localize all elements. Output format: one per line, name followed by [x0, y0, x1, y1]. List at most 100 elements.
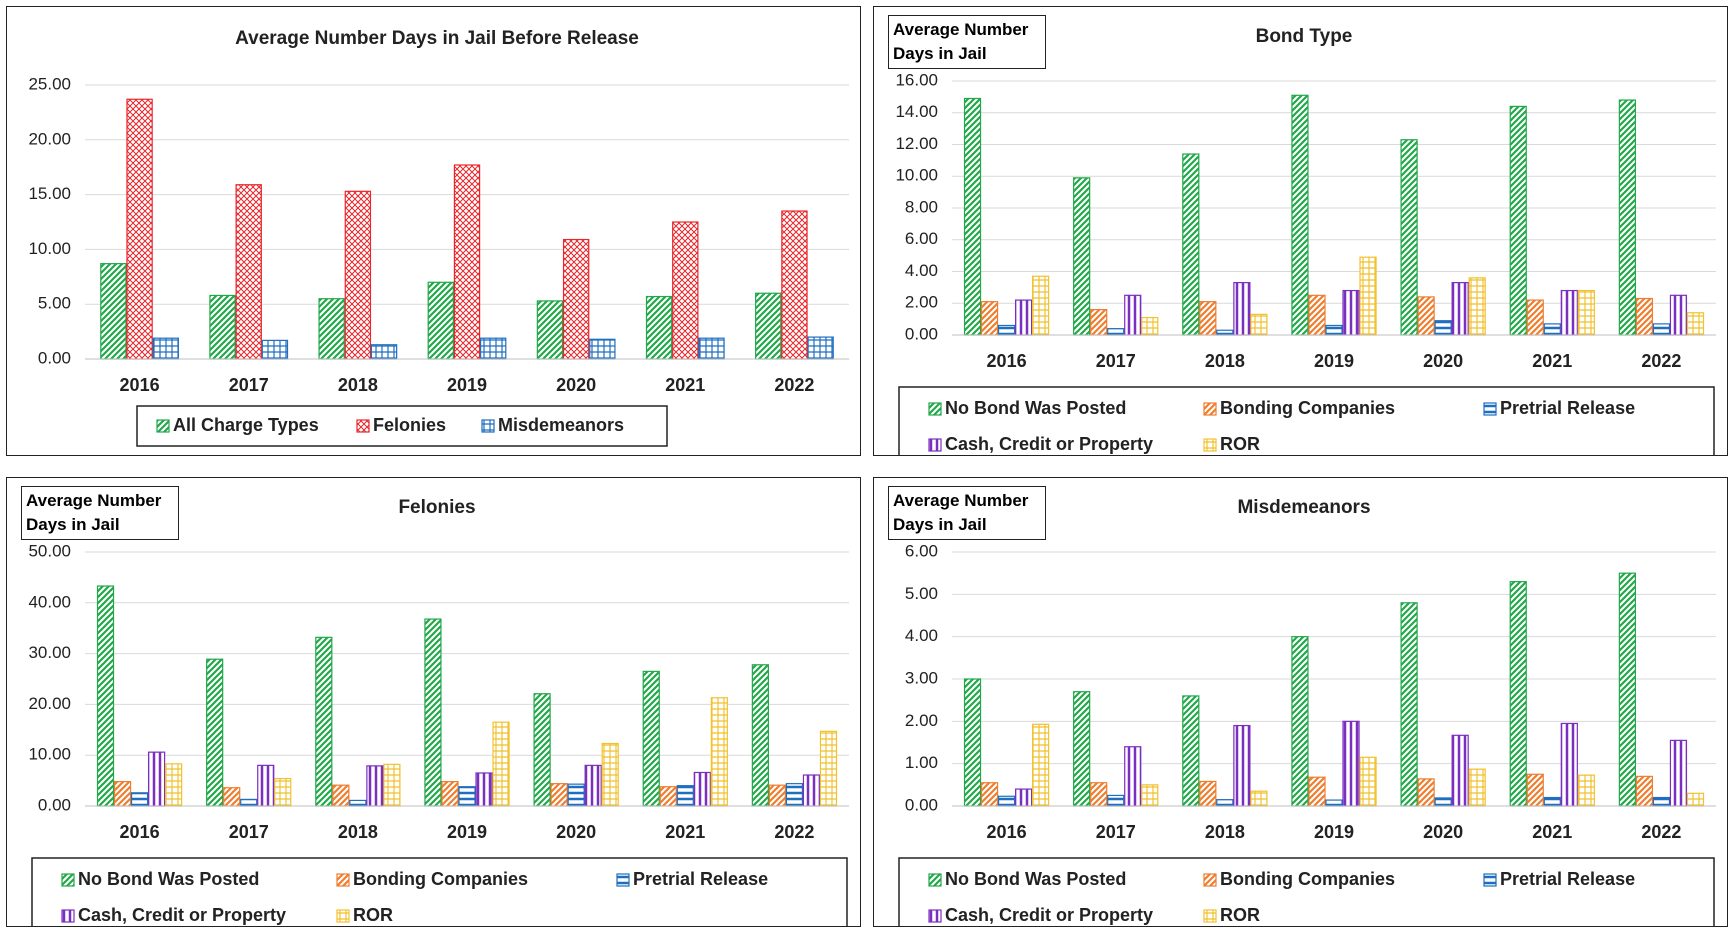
x-tick-label: 2016: [120, 375, 160, 395]
bar: [1199, 780, 1217, 807]
legend-label: Cash, Credit or Property: [945, 434, 1153, 454]
bar: [209, 294, 236, 360]
x-tick-label: 2021: [665, 375, 705, 395]
x-tick-label: 2021: [665, 822, 705, 842]
bar: [997, 795, 1016, 807]
bar: [645, 295, 673, 360]
y-tick-label: 4.00: [905, 261, 938, 280]
x-tick-label: 2018: [338, 375, 378, 395]
legend-label: No Bond Was Posted: [945, 869, 1126, 889]
bar: [819, 730, 838, 807]
bar: [1652, 323, 1671, 336]
bar: [1560, 722, 1578, 807]
bar: [693, 771, 711, 807]
legend-swatch: [616, 873, 630, 887]
legend-label: Bonding Companies: [353, 869, 528, 889]
bar: [1090, 309, 1108, 336]
y-axis-label: Average Number Days in Jail: [888, 486, 1046, 540]
bar: [1543, 796, 1561, 807]
bar: [751, 664, 769, 807]
bar: [318, 298, 345, 360]
bar: [1635, 297, 1654, 336]
legend-label: Cash, Credit or Property: [78, 905, 286, 925]
bar: [1073, 691, 1091, 807]
bar: [147, 751, 166, 807]
bar: [1417, 778, 1435, 807]
bar: [370, 344, 398, 360]
bar: [1434, 797, 1452, 807]
bar: [240, 798, 258, 807]
legend-swatch: [928, 402, 942, 416]
legend-swatch: [928, 873, 942, 887]
x-tick-label: 2022: [774, 375, 814, 395]
legend-box: [31, 857, 848, 926]
bar: [427, 281, 455, 360]
bar: [1543, 323, 1561, 336]
bar: [1090, 782, 1108, 807]
legend-swatch: [336, 909, 350, 923]
bar: [1124, 746, 1142, 807]
y-tick-label: 50.00: [28, 541, 71, 560]
x-tick-label: 2020: [556, 375, 596, 395]
x-tick-label: 2016: [987, 822, 1027, 842]
bar: [1233, 724, 1251, 807]
bar: [1073, 177, 1091, 336]
legend-swatch: [928, 438, 942, 452]
bar: [1291, 636, 1309, 807]
bar: [963, 678, 982, 807]
bar: [257, 764, 275, 807]
bar: [963, 97, 982, 336]
legend-box: [898, 386, 1715, 455]
bar: [1417, 296, 1435, 336]
legend-swatch: [1483, 402, 1497, 416]
legend-swatch: [61, 909, 75, 923]
bar: [980, 782, 999, 807]
bar: [1182, 153, 1200, 336]
y-tick-label: 25.00: [28, 74, 71, 93]
bar: [1526, 299, 1544, 336]
bar: [562, 238, 590, 360]
bar: [676, 785, 694, 807]
bar: [1014, 788, 1033, 807]
x-tick-label: 2017: [229, 822, 269, 842]
x-tick-label: 2018: [1205, 822, 1245, 842]
legend-label: Pretrial Release: [1500, 869, 1635, 889]
chart: Bond Type 0.00 2.00 4.00 6.00 8.00 10.00 12.00 1…: [895, 26, 1716, 455]
bar: [1124, 294, 1142, 336]
bar: [550, 783, 568, 807]
bar: [1141, 316, 1159, 336]
x-tick-label: 2017: [1096, 351, 1136, 371]
legend-swatch: [1203, 438, 1217, 452]
y-tick-label: 2.00: [905, 711, 938, 730]
x-tick-label: 2020: [1423, 822, 1463, 842]
chart-panel: Average Number Days in Jail Before Relea…: [6, 6, 861, 456]
bar: [567, 783, 585, 807]
chart: Average Number Days in Jail Before Relea…: [28, 28, 849, 447]
x-tick-label: 2016: [987, 351, 1027, 371]
bar: [100, 263, 127, 360]
y-axis-label: Average Number Days in Jail: [21, 486, 179, 540]
bar: [1577, 289, 1595, 336]
bar: [802, 774, 821, 807]
bar: [1509, 105, 1527, 336]
bar: [785, 783, 804, 807]
bar: [315, 636, 333, 807]
bar: [1216, 799, 1234, 807]
bar: [1250, 313, 1268, 336]
bar: [710, 697, 728, 807]
bar: [1182, 695, 1200, 807]
bar: [492, 721, 510, 807]
bar: [672, 221, 699, 360]
legend-swatch: [1483, 873, 1497, 887]
legend-label: Pretrial Release: [1500, 398, 1635, 418]
legend-swatch: [928, 909, 942, 923]
bar: [1669, 739, 1688, 807]
chart: Felonies 0.00 10.00 20.00 30.00 40.00 50.00 201…: [28, 497, 849, 926]
bar: [1342, 720, 1360, 807]
bar: [1468, 277, 1486, 336]
bar: [475, 772, 493, 807]
x-tick-label: 2017: [1096, 822, 1136, 842]
legend-swatch: [1203, 873, 1217, 887]
bar: [332, 784, 350, 807]
